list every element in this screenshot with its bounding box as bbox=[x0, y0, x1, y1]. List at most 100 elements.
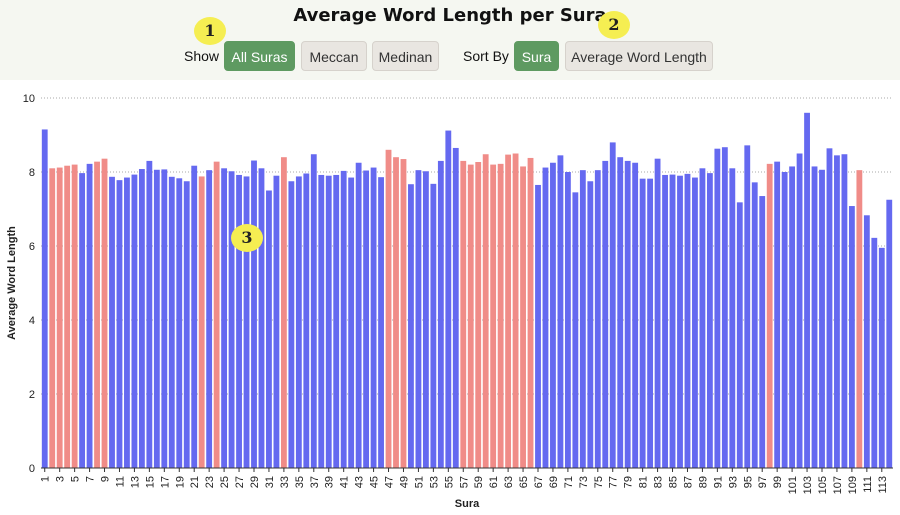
bar-sura-25[interactable] bbox=[221, 168, 228, 469]
bar-sura-73[interactable] bbox=[579, 170, 586, 468]
bar-sura-9[interactable] bbox=[101, 158, 108, 468]
bar-sura-93[interactable] bbox=[729, 168, 736, 469]
bar-sura-63[interactable] bbox=[505, 154, 512, 469]
bar-sura-92[interactable] bbox=[721, 147, 728, 468]
bar-sura-44[interactable] bbox=[363, 170, 370, 468]
bar-sura-3[interactable] bbox=[56, 167, 63, 468]
bar-sura-83[interactable] bbox=[654, 158, 661, 468]
bar-sura-76[interactable] bbox=[602, 160, 609, 468]
bar-sura-86[interactable] bbox=[677, 175, 683, 468]
bar-sura-19[interactable] bbox=[176, 178, 183, 468]
bar-sura-33[interactable] bbox=[280, 157, 287, 468]
bar-sura-95[interactable] bbox=[744, 145, 751, 469]
medinan-button[interactable]: Medinan bbox=[372, 41, 439, 71]
bar-sura-53[interactable] bbox=[430, 183, 437, 468]
bar-sura-70[interactable] bbox=[557, 155, 564, 468]
bar-sura-56[interactable] bbox=[452, 147, 459, 468]
bar-sura-79[interactable] bbox=[624, 160, 631, 468]
bar-sura-100[interactable] bbox=[781, 172, 788, 468]
bar-sura-39[interactable] bbox=[325, 175, 332, 468]
bar-sura-110[interactable] bbox=[856, 170, 863, 468]
sort-average-word-length-button[interactable]: Average Word Length bbox=[565, 41, 713, 71]
bar-sura-43[interactable] bbox=[355, 162, 362, 468]
bar-sura-45[interactable] bbox=[370, 167, 377, 468]
bar-sura-66[interactable] bbox=[527, 157, 534, 468]
bar-sura-35[interactable] bbox=[295, 176, 302, 468]
bar-sura-26[interactable] bbox=[228, 171, 235, 468]
bar-sura-98[interactable] bbox=[766, 163, 773, 469]
bar-sura-107[interactable] bbox=[834, 155, 840, 468]
bar-sura-49[interactable] bbox=[400, 159, 407, 469]
bar-sura-109[interactable] bbox=[848, 206, 855, 468]
bar-sura-21[interactable] bbox=[191, 165, 198, 468]
bar-sura-6[interactable] bbox=[79, 173, 86, 469]
bar-sura-42[interactable] bbox=[348, 177, 355, 469]
bar-sura-108[interactable] bbox=[841, 154, 848, 468]
bar-sura-77[interactable] bbox=[609, 142, 616, 468]
bar-sura-78[interactable] bbox=[617, 157, 624, 468]
bar-sura-88[interactable] bbox=[692, 177, 698, 469]
bar-sura-106[interactable] bbox=[826, 148, 833, 468]
bar-sura-32[interactable] bbox=[273, 175, 280, 468]
bar-sura-91[interactable] bbox=[714, 148, 721, 468]
bar-sura-113[interactable] bbox=[878, 247, 885, 468]
bar-sura-101[interactable] bbox=[789, 166, 796, 468]
bar-sura-47[interactable] bbox=[385, 149, 392, 469]
bar-sura-105[interactable] bbox=[819, 169, 825, 468]
bar-sura-75[interactable] bbox=[594, 170, 601, 468]
bar-sura-16[interactable] bbox=[153, 169, 160, 468]
bar-sura-31[interactable] bbox=[266, 190, 272, 469]
bar-sura-58[interactable] bbox=[467, 164, 474, 468]
bar-sura-24[interactable] bbox=[213, 161, 220, 468]
all-suras-button[interactable]: All Suras bbox=[224, 41, 295, 71]
bar-sura-111[interactable] bbox=[863, 215, 870, 468]
bar-sura-112[interactable] bbox=[871, 237, 878, 468]
bar-sura-48[interactable] bbox=[393, 157, 399, 468]
bar-sura-89[interactable] bbox=[699, 168, 706, 469]
bar-sura-17[interactable] bbox=[161, 169, 168, 468]
bar-sura-60[interactable] bbox=[482, 154, 489, 468]
bar-sura-94[interactable] bbox=[736, 202, 743, 468]
bar-sura-38[interactable] bbox=[318, 174, 325, 468]
bar-sura-7[interactable] bbox=[86, 163, 93, 469]
bar-sura-20[interactable] bbox=[183, 181, 190, 468]
bar-sura-36[interactable] bbox=[303, 173, 310, 468]
bar-sura-27[interactable] bbox=[236, 174, 242, 468]
bar-sura-55[interactable] bbox=[445, 130, 452, 468]
bar-sura-14[interactable] bbox=[138, 169, 145, 468]
bar-sura-23[interactable] bbox=[206, 170, 213, 468]
bar-sura-68[interactable] bbox=[542, 167, 549, 468]
meccan-button[interactable]: Meccan bbox=[301, 41, 367, 71]
bar-sura-1[interactable] bbox=[41, 129, 48, 468]
bar-sura-84[interactable] bbox=[662, 174, 668, 468]
bar-sura-51[interactable] bbox=[415, 170, 422, 468]
bar-sura-28[interactable] bbox=[243, 176, 250, 468]
bar-sura-61[interactable] bbox=[490, 164, 497, 468]
bar-sura-85[interactable] bbox=[669, 174, 676, 468]
bar-sura-40[interactable] bbox=[333, 174, 340, 468]
bar-sura-90[interactable] bbox=[706, 173, 713, 469]
bar-sura-30[interactable] bbox=[258, 168, 265, 469]
bar-sura-54[interactable] bbox=[437, 160, 444, 468]
bar-sura-52[interactable] bbox=[422, 171, 429, 468]
bar-sura-104[interactable] bbox=[811, 166, 818, 468]
sort-sura-button[interactable]: Sura bbox=[514, 41, 559, 71]
bar-sura-62[interactable] bbox=[497, 163, 504, 469]
bar-sura-103[interactable] bbox=[804, 112, 810, 469]
bar-sura-10[interactable] bbox=[109, 176, 115, 468]
bar-sura-69[interactable] bbox=[550, 162, 556, 468]
bar-sura-46[interactable] bbox=[378, 177, 384, 468]
bar-sura-97[interactable] bbox=[759, 196, 766, 469]
bar-sura-12[interactable] bbox=[124, 177, 130, 469]
bar-sura-50[interactable] bbox=[408, 184, 414, 468]
bar-sura-2[interactable] bbox=[49, 168, 56, 469]
bar-sura-102[interactable] bbox=[796, 153, 803, 469]
bar-sura-57[interactable] bbox=[460, 160, 467, 468]
bar-sura-5[interactable] bbox=[71, 164, 78, 468]
bar-sura-18[interactable] bbox=[168, 176, 175, 468]
bar-sura-82[interactable] bbox=[647, 178, 654, 468]
bar-sura-72[interactable] bbox=[572, 192, 579, 468]
bar-sura-67[interactable] bbox=[535, 184, 541, 468]
bar-sura-74[interactable] bbox=[587, 181, 594, 468]
bar-sura-71[interactable] bbox=[564, 172, 571, 468]
